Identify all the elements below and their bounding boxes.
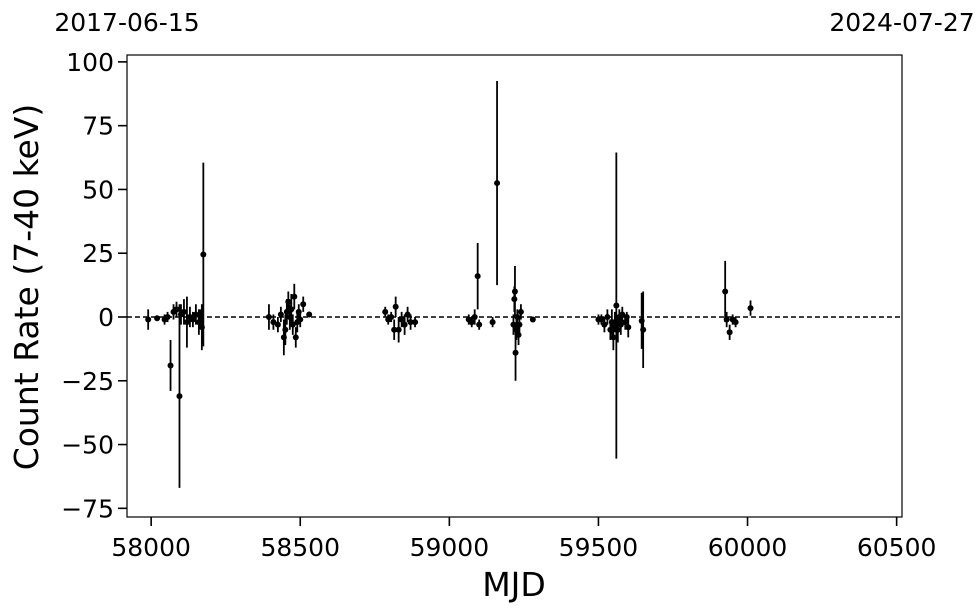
data-point <box>625 324 632 331</box>
y-axis-label: Count Rate (7-40 keV) <box>7 104 46 471</box>
data-point <box>192 311 199 318</box>
data-point <box>392 303 399 310</box>
data-point <box>292 334 299 341</box>
data-point <box>723 316 730 323</box>
data-point <box>412 319 419 326</box>
x-tick-label: 59000 <box>410 533 490 562</box>
data-point <box>722 288 729 295</box>
data-point <box>489 319 496 326</box>
data-point <box>640 326 647 333</box>
y-tick-label: −25 <box>61 367 114 396</box>
data-point <box>614 326 621 333</box>
data-point <box>516 321 523 328</box>
data-point <box>189 316 196 323</box>
data-point <box>382 308 389 315</box>
y-tick-label: 25 <box>82 239 114 268</box>
data-point <box>747 305 754 312</box>
data-point <box>154 315 161 322</box>
y-tick-label: −75 <box>61 494 114 523</box>
data-point <box>610 334 617 341</box>
data-point <box>404 311 411 318</box>
data-point <box>474 273 481 280</box>
data-point <box>476 321 483 328</box>
data-point <box>598 316 605 323</box>
data-point <box>274 321 281 328</box>
data-point <box>289 321 296 328</box>
data-point <box>407 319 414 326</box>
x-tick-label: 59500 <box>559 533 639 562</box>
data-point <box>604 313 611 320</box>
data-point <box>288 306 295 313</box>
y-tick-label: −50 <box>61 431 114 460</box>
x-tick-label: 58500 <box>260 533 340 562</box>
data-point <box>395 326 402 333</box>
y-tick-label: 100 <box>66 48 114 77</box>
data-point <box>726 329 733 336</box>
data-point <box>265 313 272 320</box>
data-point <box>167 362 174 369</box>
data-point <box>200 251 207 258</box>
x-tick-label: 60000 <box>708 533 788 562</box>
data-point <box>391 326 398 333</box>
data-point <box>494 180 501 187</box>
data-point <box>176 393 183 400</box>
data-point <box>398 316 405 323</box>
top-tick-label: 2024-07-27 <box>829 8 974 37</box>
data-point <box>180 308 187 315</box>
data-point <box>282 326 289 333</box>
data-point <box>471 313 478 320</box>
plot-frame <box>126 54 903 518</box>
data-point <box>173 306 180 313</box>
data-point <box>601 321 608 328</box>
data-point <box>619 311 626 318</box>
data-point <box>270 319 277 326</box>
data-point <box>617 321 624 328</box>
data-point <box>515 331 522 338</box>
x-tick-label: 60500 <box>857 533 937 562</box>
x-axis-label: MJD <box>482 565 546 604</box>
data-point <box>468 319 475 326</box>
y-tick-label: 50 <box>82 175 114 204</box>
data-point <box>297 316 304 323</box>
y-tick-label: 0 <box>98 303 114 332</box>
y-tick-label: 75 <box>82 112 114 141</box>
x-tick-label: 58000 <box>111 533 191 562</box>
data-point <box>183 319 190 326</box>
data-point <box>401 321 408 328</box>
data-point <box>300 301 307 308</box>
data-point <box>388 313 395 320</box>
data-point <box>732 319 739 326</box>
data-point <box>164 313 171 320</box>
data-point <box>277 311 284 318</box>
data-point <box>517 308 524 315</box>
data-point <box>291 293 298 300</box>
data-point <box>511 288 518 295</box>
data-point <box>512 349 519 356</box>
data-point <box>285 298 292 305</box>
data-point <box>306 311 313 318</box>
data-point <box>529 316 536 323</box>
top-tick-label: 2017-06-15 <box>54 8 199 37</box>
data-point <box>613 302 620 309</box>
data-point <box>145 316 152 323</box>
